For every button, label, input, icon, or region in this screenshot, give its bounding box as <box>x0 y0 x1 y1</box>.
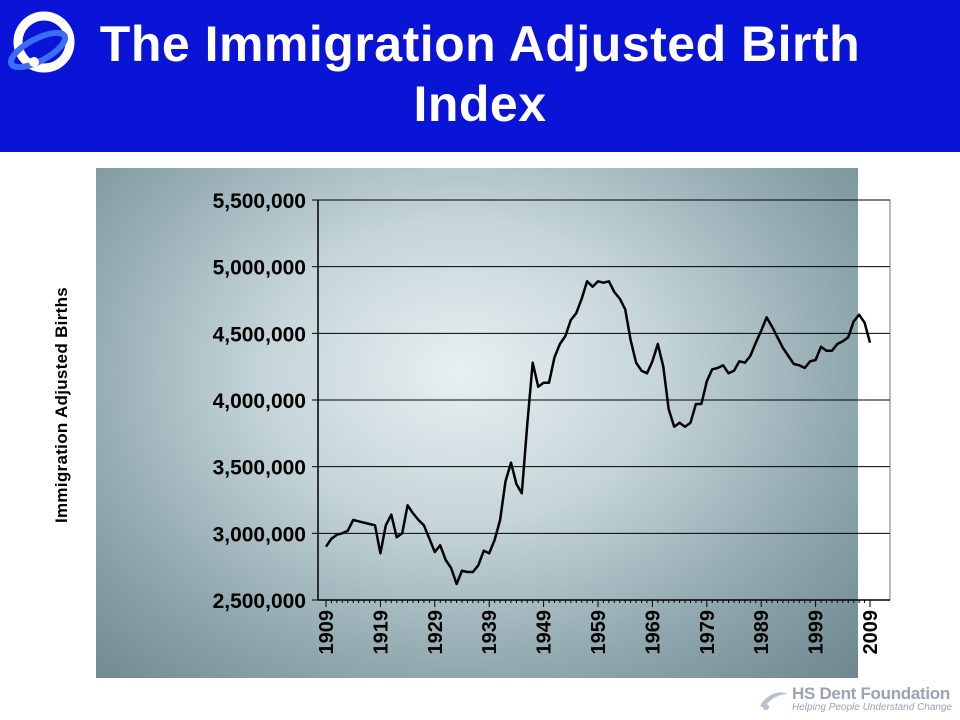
y-axis-label-text: Immigration Adjusted Births <box>52 286 71 524</box>
slide-title-line-2: Index <box>413 76 547 132</box>
footer-org-name: HS Dent Foundation <box>792 684 950 703</box>
y-tick-label: 3,000,000 <box>213 523 306 546</box>
x-tick-label: 1909 <box>316 610 338 655</box>
series-lines <box>324 280 872 586</box>
x-tick-label: 1999 <box>806 610 828 655</box>
x-tick-label: 1919 <box>370 610 392 655</box>
x-tick-label: 1939 <box>479 610 501 655</box>
grid-lines <box>318 199 890 534</box>
slide-title: The Immigration Adjusted Birth Index <box>60 14 900 134</box>
y-tick-label: 5,000,000 <box>213 257 306 280</box>
x-tick-label: 1989 <box>751 610 773 655</box>
x-tick-label: 2009 <box>860 610 882 655</box>
slide-title-line-1: The Immigration Adjusted Birth <box>99 16 861 72</box>
y-tick-label: 2,500,000 <box>213 590 306 613</box>
x-tick-label: 1969 <box>642 610 664 655</box>
x-tick-label: 1979 <box>697 610 719 655</box>
swoosh-logo-icon <box>760 692 788 710</box>
x-tick-label: 1949 <box>534 610 556 655</box>
title-banner: The Immigration Adjusted Birth Index <box>0 0 960 152</box>
y-tick-label: 4,500,000 <box>213 323 306 346</box>
footer-tagline: Helping People Understand Change <box>792 702 953 713</box>
x-tick-label: 1929 <box>425 610 447 655</box>
x-tick-label: 1959 <box>588 610 610 655</box>
y-tick-label: 5,500,000 <box>213 190 306 213</box>
background-photo <box>96 168 858 678</box>
y-tick-label: 3,500,000 <box>213 457 306 480</box>
series-line <box>324 280 872 586</box>
x-tick-labels: 1909 1919 1929 1939 1949 1959 1969 1979 1989 1999… <box>316 610 882 655</box>
axes <box>312 199 890 607</box>
y-tick-labels: 2,500,000 3,000,000 3,500,000 4,000,000 4,50… <box>213 190 306 613</box>
orbit-logo-icon <box>8 11 75 73</box>
y-tick-label: 4,000,000 <box>213 390 306 413</box>
footer-logo: HS Dent Foundation Helping People Unders… <box>758 684 954 716</box>
